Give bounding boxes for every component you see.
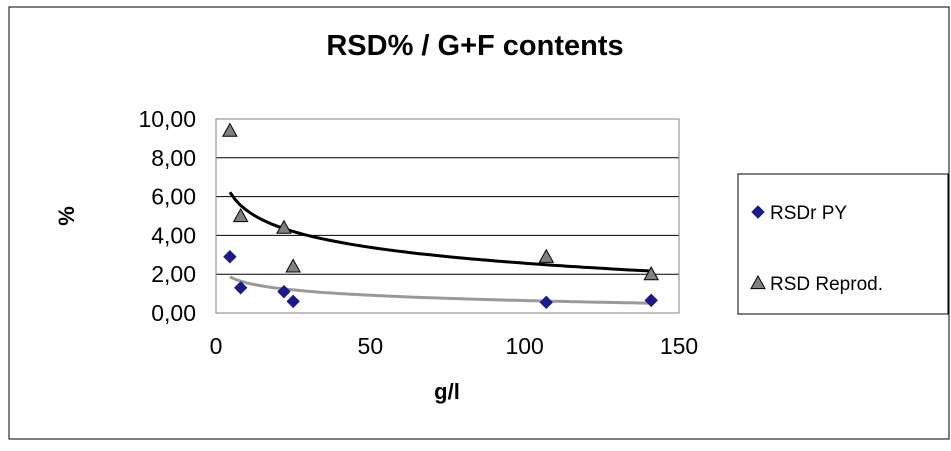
legend-label: RSDr PY xyxy=(770,203,847,224)
legend-marker-triangle xyxy=(750,274,766,290)
y-tick-label: 0,00 xyxy=(151,300,196,326)
data-point-rsdr-py xyxy=(277,284,291,299)
chart-title: RSD% / G+F contents xyxy=(326,30,623,62)
data-point-rsdr-py xyxy=(223,250,237,264)
data-point-rsd-reprod xyxy=(285,258,302,273)
x-axis-label: g/l xyxy=(434,379,460,404)
gridlines xyxy=(216,157,679,275)
y-tick-labels: 0,00 2,00 4,00 6,00 8,00 10,00 xyxy=(138,106,196,326)
legend-marker-diamond xyxy=(751,205,765,219)
data-point-rsd-reprod xyxy=(232,207,249,223)
data-point-rsd-reprod xyxy=(643,266,660,281)
x-tick-label: 100 xyxy=(505,333,543,359)
y-tick-label: 6,00 xyxy=(151,184,196,210)
legend-box xyxy=(737,173,949,315)
y-tick-label: 10,00 xyxy=(138,106,196,132)
data-point-rsdr-py xyxy=(539,295,553,310)
data-point-rsdr-py xyxy=(286,294,300,309)
y-tick-label: 8,00 xyxy=(151,145,196,171)
data-point-rsd-reprod xyxy=(276,219,292,234)
data-point-rsd-reprod xyxy=(222,122,238,137)
x-tick-label: 150 xyxy=(660,333,698,359)
legend: RSDr PY RSD Reprod. xyxy=(750,203,883,295)
trendline xyxy=(229,275,652,305)
data-points xyxy=(222,122,660,310)
x-tick-label: 0 xyxy=(210,333,223,359)
x-tick-labels: 0 50 100 150 xyxy=(210,333,699,359)
data-point-rsd-reprod xyxy=(538,248,555,263)
x-tick-label: 50 xyxy=(358,333,384,359)
legend-label: RSD Reprod. xyxy=(770,274,883,295)
y-tick-label: 4,00 xyxy=(151,222,196,248)
plot-area xyxy=(215,118,680,314)
y-axis-label: % xyxy=(54,206,79,226)
data-point-rsdr-py xyxy=(233,281,248,295)
data-point-rsdr-py xyxy=(644,293,658,308)
trendlines xyxy=(228,191,652,305)
trendline xyxy=(228,191,652,273)
y-tick-label: 2,00 xyxy=(151,261,196,287)
